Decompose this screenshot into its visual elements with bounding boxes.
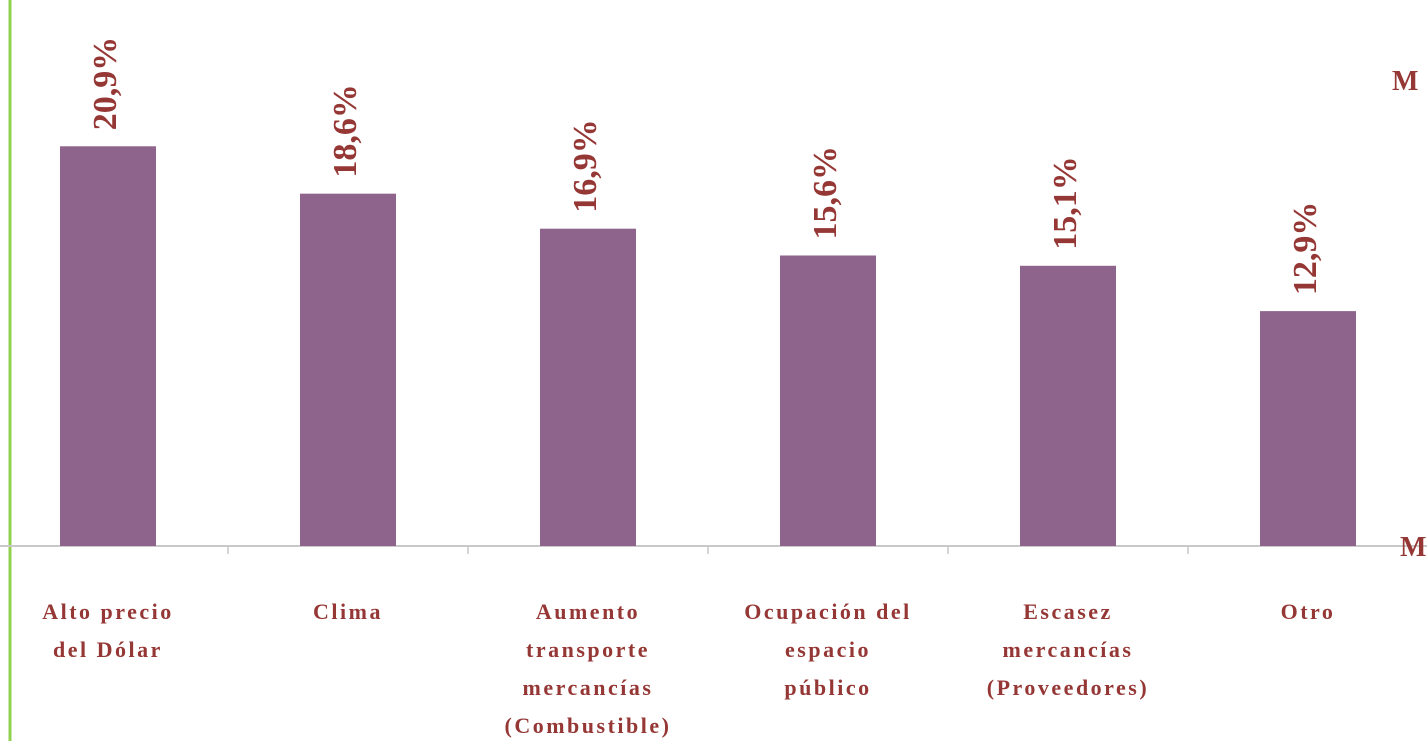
x-tick-label: del Dólar	[53, 637, 163, 662]
annotation: M	[1392, 66, 1418, 97]
bar	[1020, 265, 1116, 546]
x-tick-label: mercancías	[523, 675, 654, 700]
x-tick-label: Clima	[313, 599, 383, 624]
x-tick-label: mercancías	[1003, 637, 1134, 662]
bar	[540, 228, 636, 546]
value-label: 20,9%	[87, 37, 124, 131]
value-label: 18,6%	[327, 84, 364, 178]
x-tick-label: Otro	[1281, 599, 1336, 624]
bar	[300, 193, 396, 546]
x-tick-label: transporte	[526, 637, 650, 662]
x-tick-label: (Proveedores)	[987, 675, 1149, 700]
x-tick-label: Ocupación del	[744, 599, 912, 624]
bar	[60, 146, 156, 546]
x-tick-label: público	[784, 675, 871, 700]
value-label: 15,6%	[807, 146, 844, 240]
x-tick-label: Escasez	[1023, 599, 1113, 624]
x-tick-label: Aumento	[536, 599, 640, 624]
value-label: 16,9%	[567, 119, 604, 213]
value-label: 12,9%	[1287, 202, 1324, 296]
x-tick-label: espacio	[785, 637, 871, 662]
annotation: M	[1400, 532, 1426, 563]
bar	[1260, 311, 1356, 546]
x-tick-label: Alto precio	[42, 599, 174, 624]
bar	[780, 255, 876, 546]
value-label: 15,1%	[1047, 156, 1084, 250]
x-tick-label: (Combustible)	[505, 713, 672, 738]
